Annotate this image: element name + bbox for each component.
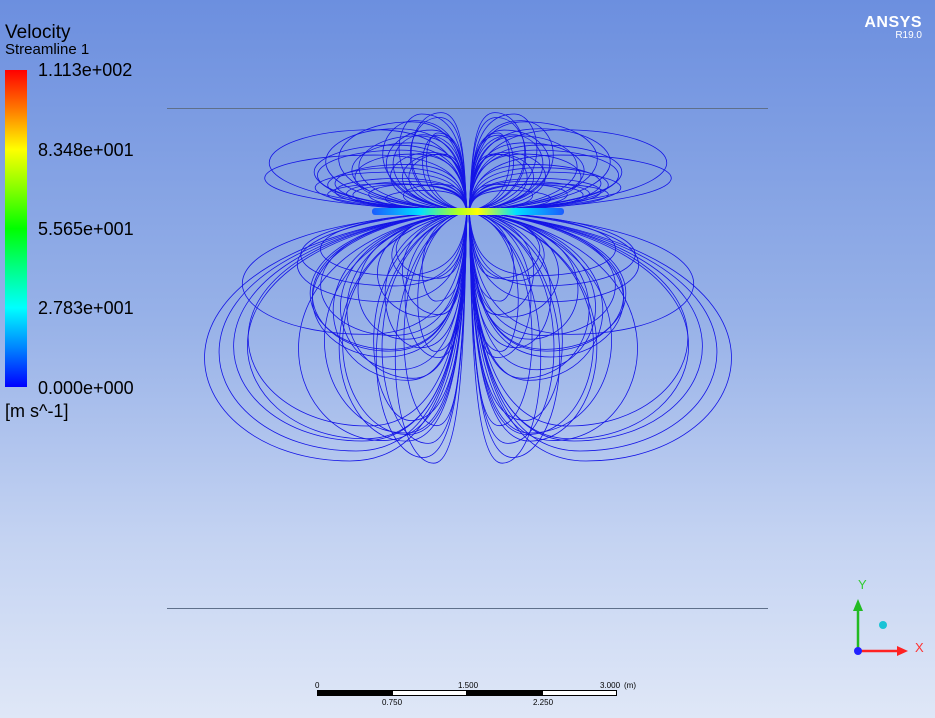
streamline-group bbox=[204, 112, 732, 464]
streamline bbox=[403, 210, 468, 427]
streamline bbox=[320, 210, 468, 336]
streamline bbox=[384, 210, 468, 349]
legend-tick-label: 2.783e+001 bbox=[38, 298, 134, 318]
streamline bbox=[338, 121, 468, 212]
streamline bbox=[327, 167, 468, 212]
triad-y-arrowhead bbox=[853, 599, 863, 611]
streamline bbox=[324, 210, 468, 434]
streamline bbox=[247, 210, 468, 427]
scale-seg bbox=[392, 690, 467, 696]
streamline bbox=[468, 171, 622, 212]
scale-unit: (m) bbox=[624, 681, 636, 690]
legend-units: [m s^-1] bbox=[5, 401, 69, 421]
scale-seg bbox=[467, 690, 542, 696]
legend-tick-label: 0.000e+000 bbox=[38, 378, 134, 398]
ansys-version: R19.0 bbox=[895, 30, 922, 41]
streamline bbox=[468, 210, 636, 287]
streamline bbox=[468, 128, 611, 212]
streamline bbox=[320, 210, 468, 277]
scale-label-0: 0 bbox=[315, 681, 320, 690]
streamline bbox=[298, 210, 468, 441]
streamline bbox=[468, 210, 689, 427]
streamline bbox=[468, 121, 598, 212]
scale-label-0750: 0.750 bbox=[382, 698, 403, 707]
streamline bbox=[468, 210, 552, 349]
streamline bbox=[468, 210, 612, 434]
streamline bbox=[468, 178, 602, 212]
streamline bbox=[468, 210, 515, 302]
streamline bbox=[468, 210, 616, 277]
streamline bbox=[468, 132, 510, 212]
streamline bbox=[468, 210, 598, 442]
legend-subtitle: Streamline 1 bbox=[5, 41, 90, 58]
streamline bbox=[468, 210, 624, 358]
source-plate bbox=[372, 208, 564, 215]
streamline bbox=[468, 210, 703, 442]
streamline bbox=[312, 210, 468, 358]
scale-label-2250: 2.250 bbox=[533, 698, 554, 707]
streamline bbox=[468, 184, 584, 212]
streamline bbox=[314, 171, 468, 212]
streamline bbox=[468, 210, 541, 279]
streamline bbox=[468, 117, 527, 212]
streamline bbox=[468, 129, 668, 212]
streamline bbox=[468, 167, 609, 212]
streamline bbox=[421, 210, 468, 302]
streamline bbox=[426, 132, 468, 212]
streamline bbox=[233, 210, 468, 442]
streamline bbox=[468, 120, 554, 212]
streamline bbox=[338, 210, 468, 442]
ansys-brand-name: ANSYS bbox=[864, 14, 922, 31]
ansys-logo: ANSYS R19.0 bbox=[864, 14, 922, 41]
legend-tick-label: 8.348e+001 bbox=[38, 140, 134, 160]
scale-label-1500: 1.500 bbox=[458, 681, 479, 690]
legend-tick-label: 1.113e+002 bbox=[38, 60, 133, 80]
scale-bar bbox=[317, 690, 617, 696]
triad-x-label: X bbox=[915, 640, 924, 655]
domain-top-boundary bbox=[167, 108, 768, 109]
streamline bbox=[327, 183, 468, 212]
plate-strip bbox=[372, 208, 564, 215]
streamline bbox=[468, 153, 582, 212]
colorbar bbox=[5, 70, 27, 387]
triad-z-dot bbox=[854, 647, 862, 655]
domain-bottom-boundary bbox=[167, 608, 768, 609]
streamline bbox=[468, 164, 602, 212]
streamline bbox=[468, 210, 533, 427]
streamline bbox=[409, 117, 468, 212]
streamline bbox=[468, 183, 609, 212]
triad-x-arrowhead bbox=[897, 646, 908, 656]
scale-seg bbox=[542, 690, 617, 696]
scale-seg bbox=[317, 690, 392, 696]
streamline bbox=[382, 120, 468, 212]
streamline bbox=[334, 164, 468, 212]
streamline bbox=[352, 184, 468, 212]
streamline bbox=[468, 210, 638, 441]
streamline bbox=[468, 210, 616, 336]
streamline bbox=[468, 210, 695, 335]
scale-label-3000: 3.000 bbox=[600, 681, 621, 690]
streamline bbox=[268, 129, 468, 212]
streamline bbox=[334, 178, 468, 212]
streamline bbox=[325, 128, 468, 212]
triad-y-label: Y bbox=[858, 577, 867, 592]
streamline bbox=[395, 210, 468, 279]
streamline bbox=[241, 210, 468, 335]
triad-orbit-sphere[interactable] bbox=[879, 621, 887, 629]
legend-tick-label: 5.565e+001 bbox=[38, 219, 134, 239]
streamline bbox=[354, 153, 468, 212]
legend-title: Velocity bbox=[5, 22, 71, 43]
streamline bbox=[300, 210, 468, 287]
axis-triad bbox=[853, 599, 908, 656]
